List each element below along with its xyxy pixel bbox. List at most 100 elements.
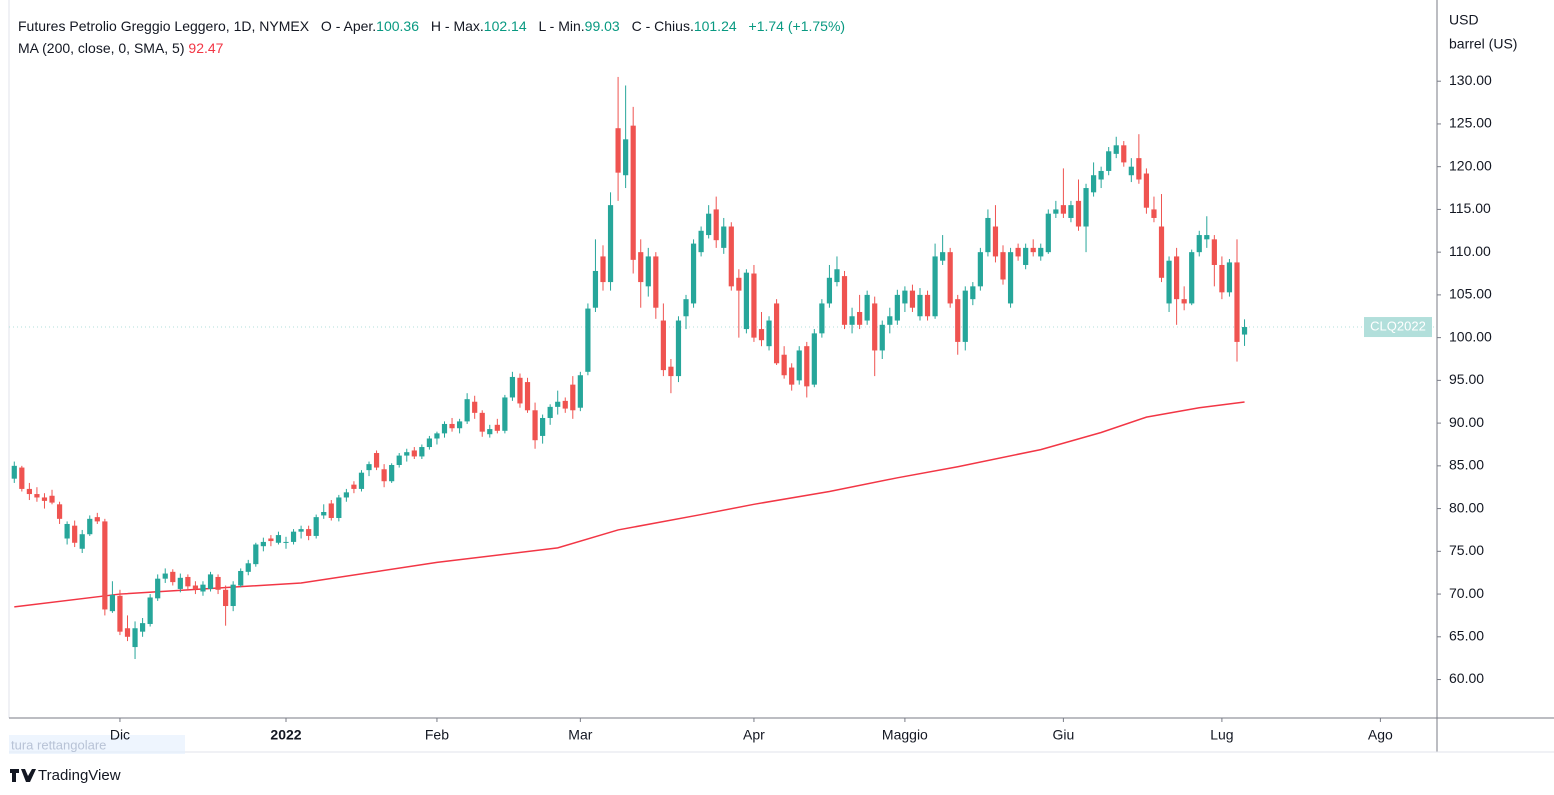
candle-body — [373, 453, 380, 468]
candle — [358, 470, 365, 492]
candle-body — [1083, 188, 1089, 227]
candle — [64, 521, 70, 545]
candle — [290, 529, 297, 545]
candle-body — [819, 303, 825, 334]
candle — [826, 264, 833, 308]
y-tick-label: 105.00 — [1449, 286, 1492, 302]
candle-body — [1151, 209, 1157, 218]
candle-body — [79, 534, 85, 549]
candle — [1098, 166, 1104, 189]
candle-body — [849, 316, 855, 325]
candle-body — [1060, 205, 1066, 214]
candle-body — [1098, 170, 1104, 180]
candle — [170, 569, 176, 586]
candle-body — [1075, 200, 1082, 227]
high-label: H - Max. — [430, 18, 484, 34]
candle — [607, 192, 614, 291]
candle — [238, 568, 244, 588]
candle — [645, 247, 651, 297]
candle-body — [207, 574, 214, 589]
candle-body — [449, 423, 455, 429]
y-tick-label: 115.00 — [1449, 200, 1491, 216]
candle-body — [87, 518, 93, 535]
candle — [1090, 162, 1097, 197]
candle — [283, 536, 289, 549]
candle-body — [34, 494, 40, 498]
candle — [155, 574, 161, 601]
candle-body — [1143, 173, 1150, 208]
candle — [540, 414, 546, 444]
candle-body — [139, 623, 146, 632]
candle — [132, 621, 138, 660]
candle-body — [1241, 327, 1248, 335]
x-tick-label: Feb — [425, 727, 449, 743]
candle — [102, 518, 108, 616]
x-tick-label: Giu — [1052, 727, 1074, 743]
candle — [404, 448, 410, 462]
candle-body — [1090, 175, 1097, 193]
candle-body — [1158, 226, 1165, 278]
candle — [623, 85, 629, 189]
change-value: +1.74 — [748, 18, 784, 34]
y-tick-label: 60.00 — [1449, 670, 1484, 686]
candle-body — [464, 399, 470, 422]
candle — [139, 617, 146, 637]
candle-body — [1196, 235, 1202, 253]
candle-body — [502, 397, 508, 431]
candle — [373, 450, 380, 471]
candle-body — [955, 299, 961, 342]
candle-body — [1023, 247, 1029, 265]
tooltip-text: tura rettangolare — [11, 737, 106, 752]
candle — [177, 573, 183, 593]
candle — [1136, 134, 1142, 184]
candle-body — [555, 401, 561, 407]
y-tick-label: 90.00 — [1449, 414, 1484, 430]
candle-body — [230, 584, 236, 607]
candle — [117, 589, 123, 636]
candle-body — [1053, 209, 1059, 214]
candle — [1083, 183, 1089, 253]
candle-body — [1211, 239, 1217, 265]
candle — [721, 217, 727, 254]
candle — [1121, 141, 1127, 167]
candle — [72, 520, 78, 548]
candle — [336, 494, 342, 522]
candle — [34, 487, 40, 502]
candle-body — [509, 376, 516, 398]
candle-body — [600, 256, 606, 283]
candle — [1234, 239, 1240, 362]
candle-body — [1136, 158, 1142, 180]
candle — [1015, 243, 1021, 261]
brand-logo — [10, 769, 36, 782]
candle — [396, 453, 402, 468]
candle — [1023, 243, 1029, 270]
candle — [41, 493, 48, 509]
candle — [524, 377, 531, 413]
candle — [1226, 258, 1233, 297]
candle-body — [675, 320, 682, 377]
candle-body — [841, 276, 848, 325]
candle-body — [313, 517, 319, 536]
candle — [751, 264, 757, 342]
candle-body — [653, 256, 659, 308]
candle — [547, 404, 553, 425]
candle — [728, 222, 734, 291]
candle-body — [358, 472, 365, 489]
candle-body — [857, 311, 863, 325]
candle-body — [434, 433, 440, 439]
candle — [804, 341, 810, 398]
y-tick-label: 130.00 — [1449, 72, 1492, 88]
low-label: L - Min. — [538, 18, 585, 34]
candle — [502, 394, 508, 434]
candle-body — [162, 573, 168, 579]
candle — [223, 585, 229, 626]
x-tick-label: Mar — [568, 727, 592, 743]
candle — [1211, 235, 1217, 287]
candle-body — [275, 535, 282, 543]
candle-body — [1189, 252, 1195, 304]
candle-body — [577, 375, 583, 408]
candle-body — [253, 544, 259, 565]
candle-body — [660, 320, 666, 371]
candle — [517, 373, 523, 408]
candle — [1106, 147, 1112, 176]
